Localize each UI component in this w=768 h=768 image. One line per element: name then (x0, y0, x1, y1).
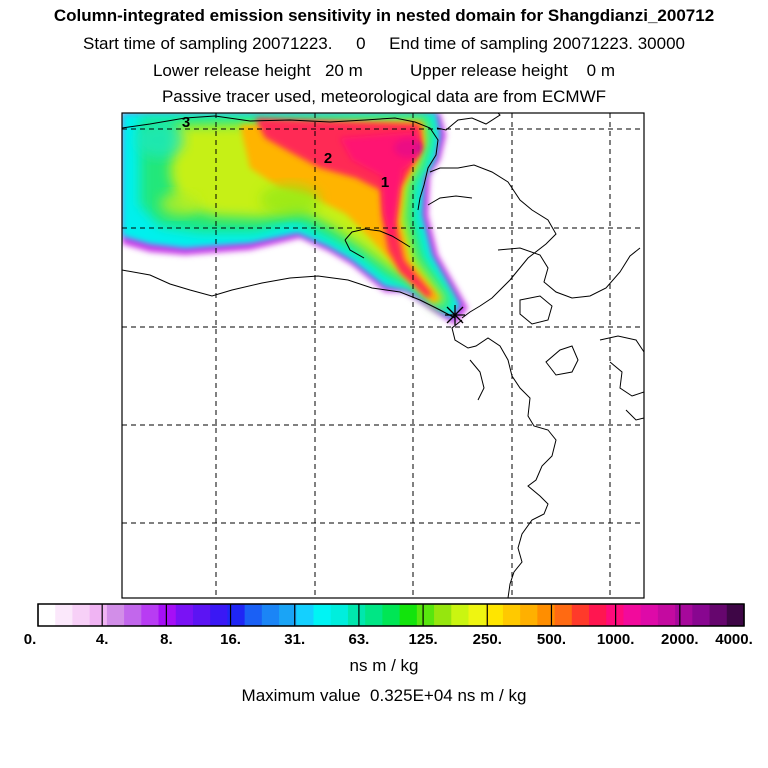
colorbar-swatch (623, 604, 642, 626)
sensitivity-plume (122, 113, 468, 325)
tracer-info-line: Passive tracer used, meteorological data… (161, 87, 607, 106)
colorbar-swatch (675, 604, 693, 626)
colorbar-swatch (571, 604, 590, 626)
colorbar-swatch (347, 604, 366, 626)
colorbar-units: ns m / kg (349, 656, 419, 675)
map-frame (121, 112, 645, 599)
colorbar-tick-label: 250. (472, 631, 502, 648)
colorbar-swatch (382, 604, 401, 626)
colorbar-tick-label: 0. (23, 631, 37, 648)
plume-pink (340, 132, 418, 240)
plot-title: Column-integrated emission sensitivity i… (53, 6, 715, 25)
colorbar-tick-label: 1000. (596, 631, 635, 648)
colorbar-swatch (55, 604, 74, 626)
colorbar-swatch (537, 604, 556, 626)
colorbar-swatch (279, 604, 297, 626)
release-height-line: Lower release height 20 m Upper release … (152, 61, 616, 80)
colorbar-tick-label: 125. (408, 631, 438, 648)
colorbar-swatch (89, 604, 108, 626)
colorbar-tick-label: 500. (536, 631, 567, 648)
maximum-value-line: Maximum value 0.325E+04 ns m / kg (241, 686, 527, 705)
colorbar-swatch (210, 604, 229, 626)
colorbar-tick-label: 4. (95, 631, 109, 648)
colorbar-swatch (124, 604, 142, 626)
colorbar-swatch (141, 604, 160, 626)
colorbar-swatch (589, 604, 607, 626)
colorbar-swatch (468, 604, 487, 626)
colorbar-swatch (106, 604, 125, 626)
colorbar-swatch (434, 604, 452, 626)
colorbar-swatch (192, 604, 211, 626)
colorbar-tick-label: 63. (348, 631, 370, 648)
annotation-3: 3 (182, 114, 190, 131)
colorbar-swatch (399, 604, 418, 626)
colorbar-swatch (520, 604, 538, 626)
colorbar-swatch (709, 604, 728, 626)
colorbar-swatch (244, 604, 263, 626)
colorbar-swatch (640, 604, 659, 626)
colorbar-swatch (365, 604, 383, 626)
colorbar-swatch (261, 604, 280, 626)
colorbar-border (37, 603, 745, 627)
colorbar-tick-label: 31. (284, 631, 306, 648)
colorbar-swatch (416, 604, 435, 626)
annotation-1: 1 (381, 174, 389, 191)
colorbar-swatch (726, 604, 745, 626)
colorbar-swatch (175, 604, 194, 626)
colorbar-swatch (330, 604, 349, 626)
colorbar-swatch (502, 604, 521, 626)
colorbar-swatch (72, 604, 91, 626)
colorbar-swatch (38, 604, 56, 626)
colorbar-swatch (313, 604, 332, 626)
colorbar-swatch (451, 604, 470, 626)
sampling-time-line: Start time of sampling 20071223. 0 End t… (83, 34, 685, 53)
colorbar (37, 603, 745, 627)
colorbar-swatch (657, 604, 676, 626)
asterisk-icon (445, 305, 465, 325)
colorbar-tick-label: 2000. (661, 631, 699, 648)
colorbar-swatch (158, 604, 177, 626)
colorbar-tick-label: 8. (160, 631, 173, 648)
annotation-2: 2 (324, 150, 332, 167)
colorbar-swatch (554, 604, 573, 626)
colorbar-swatch (296, 604, 315, 626)
colorbar-swatch (485, 604, 504, 626)
colorbar-swatch (227, 604, 246, 626)
colorbar-swatch (692, 604, 711, 626)
map-grid (122, 113, 644, 598)
coastlines (122, 113, 644, 598)
colorbar-tick-label: 16. (220, 631, 241, 648)
colorbar-tick-label: 4000. (715, 631, 753, 648)
